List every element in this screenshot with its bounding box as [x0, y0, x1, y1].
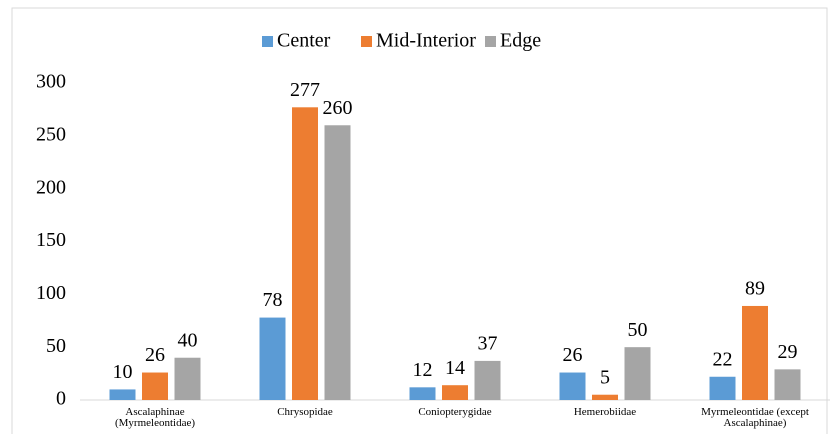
bar	[442, 385, 468, 400]
data-label: 37	[478, 332, 498, 354]
bar	[474, 360, 501, 400]
data-label: 12	[413, 359, 433, 381]
data-label: 29	[778, 341, 798, 363]
legend-label: Edge	[500, 30, 541, 52]
bar	[409, 387, 436, 400]
bar	[324, 125, 351, 401]
data-label: 14	[445, 357, 465, 379]
bar	[292, 107, 318, 400]
bar	[709, 376, 736, 400]
x-tick-label: Coniopterygidae	[418, 406, 492, 418]
y-tick-label: 50	[46, 335, 66, 357]
bar	[559, 372, 586, 400]
legend-swatch	[262, 36, 273, 47]
bar	[742, 305, 768, 400]
y-tick-label: 0	[56, 388, 66, 410]
y-tick-label: 200	[36, 176, 66, 198]
data-label: 26	[145, 344, 165, 366]
data-label: 78	[263, 289, 283, 311]
data-label: 22	[713, 348, 733, 370]
data-label: 10	[113, 361, 133, 383]
data-label: 40	[178, 329, 198, 351]
legend-label: Center	[277, 30, 331, 52]
bar	[624, 347, 651, 400]
y-tick-label: 300	[36, 71, 66, 93]
legend-swatch	[361, 36, 372, 47]
bar	[174, 357, 201, 400]
bar	[259, 317, 286, 400]
bar	[592, 394, 618, 400]
legend-label: Mid-Interior	[376, 30, 476, 52]
x-tick-label: Myrmeleontidae (except Ascalaphinae)	[701, 406, 809, 429]
y-tick-label: 100	[36, 282, 66, 304]
bar	[774, 369, 801, 400]
chart-border	[11, 7, 828, 434]
data-label: 89	[745, 278, 765, 300]
data-label: 50	[628, 319, 648, 341]
data-label: 277	[290, 79, 320, 101]
x-tick-label: Ascalaphinae (Myrmeleontidae)	[114, 406, 196, 429]
y-tick-label: 250	[36, 123, 66, 145]
x-tick-label: Chrysopidae	[277, 406, 333, 418]
y-tick-label: 150	[36, 229, 66, 251]
legend-swatch	[485, 36, 496, 47]
data-label: 260	[323, 97, 353, 119]
data-label: 5	[600, 366, 610, 388]
data-label: 26	[563, 344, 583, 366]
x-tick-label: Hemerobiidae	[573, 406, 637, 418]
bar	[109, 389, 136, 400]
bar	[142, 372, 168, 400]
